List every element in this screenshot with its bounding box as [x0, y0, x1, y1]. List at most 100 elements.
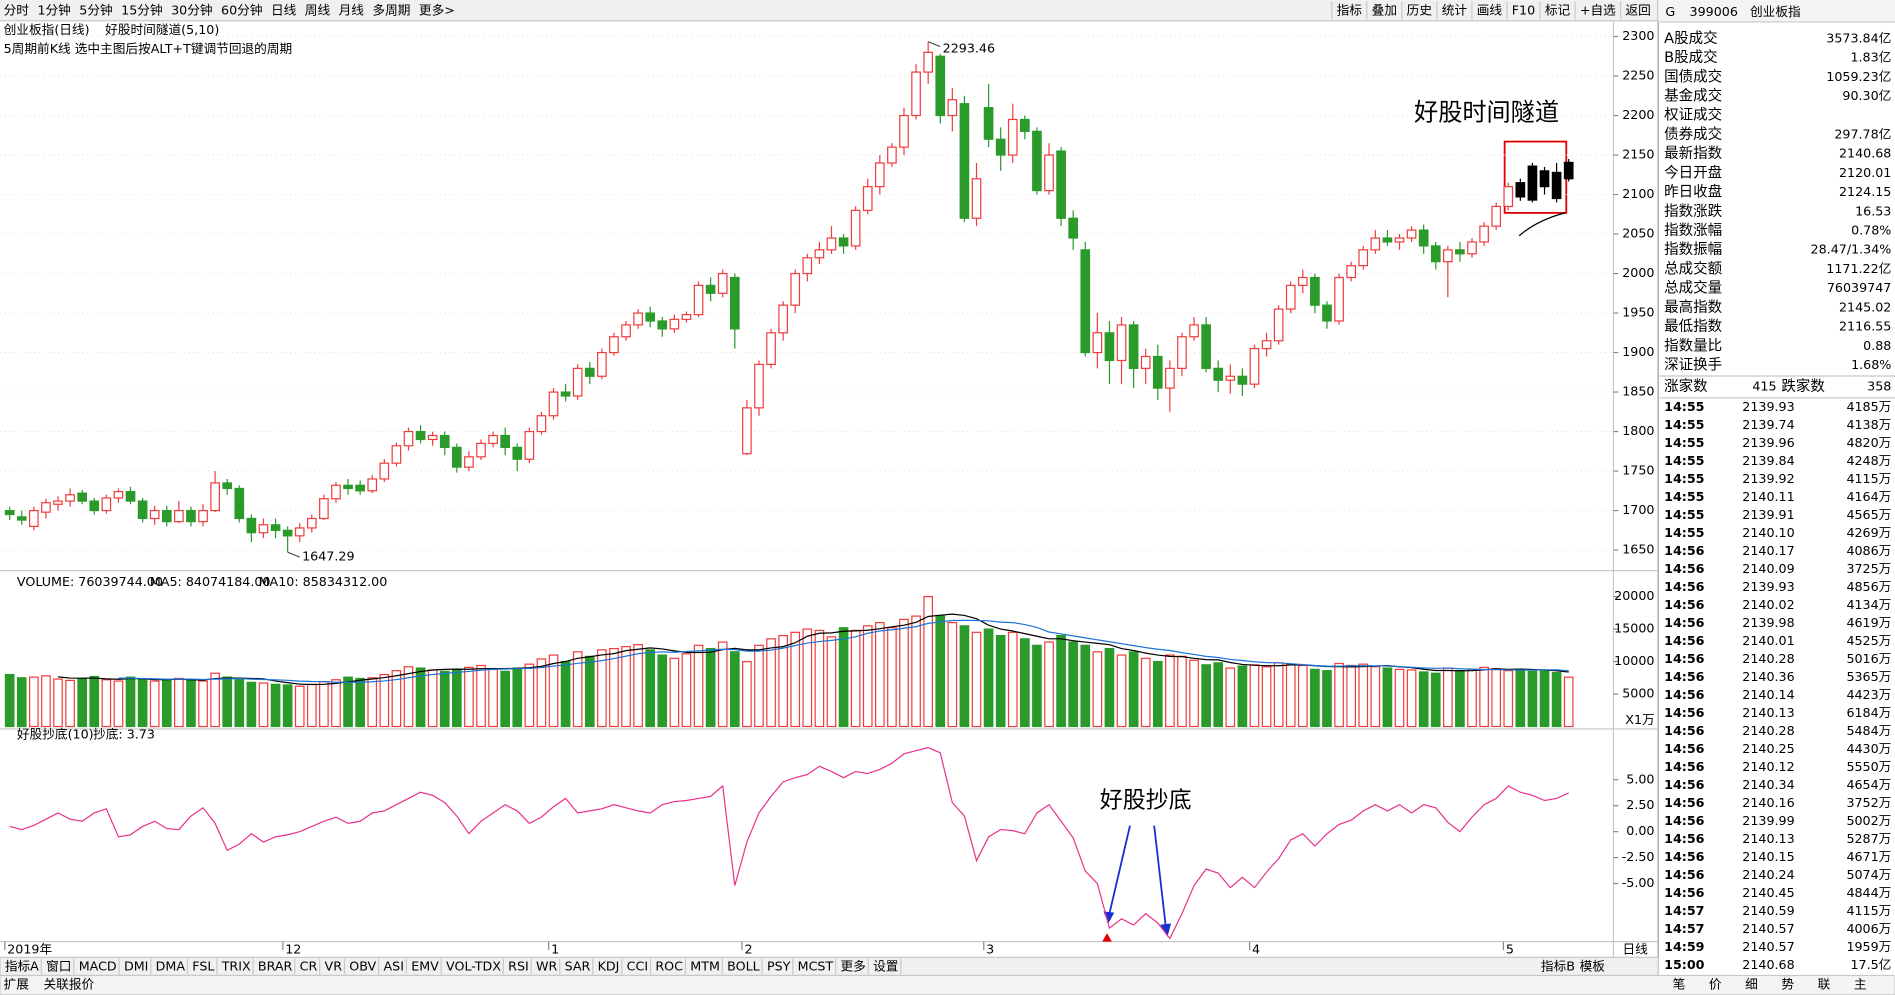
period-button[interactable]: 周线 [305, 3, 331, 18]
tick-time: 14:56 [1664, 867, 1705, 882]
period-button[interactable]: 5分钟 [79, 3, 112, 18]
volume-bar [1334, 662, 1344, 728]
candle-body [572, 367, 583, 397]
status-item[interactable]: 扩展 [4, 977, 30, 992]
indicator-tab[interactable]: SAR [565, 959, 591, 974]
tick-price: 2139.84 [1742, 453, 1794, 468]
panel-tab[interactable]: 主 [1854, 977, 1867, 992]
tick-time: 14:56 [1664, 615, 1705, 630]
indicator-tab[interactable]: 设置 [873, 959, 898, 974]
indicator-tab[interactable]: PSY [767, 959, 791, 974]
period-button[interactable]: 分时 [4, 3, 30, 18]
period-button[interactable]: 60分钟 [221, 3, 262, 18]
period-button[interactable]: 更多> [419, 3, 455, 18]
indicator-tab[interactable]: MACD [79, 959, 117, 974]
indicator-tab[interactable]: BOLL [727, 959, 760, 974]
volume-bar [1225, 667, 1236, 728]
tool-button[interactable]: 标记 [1545, 3, 1571, 18]
indicator-tab[interactable]: BRAR [258, 959, 293, 974]
tick-time: 14:56 [1664, 651, 1705, 666]
volume-bar [1140, 657, 1151, 728]
tick-volume: 1959万 [1846, 939, 1891, 954]
candle-body [270, 524, 281, 531]
candle-body [451, 446, 462, 468]
indicator-tab[interactable]: EMV [411, 959, 439, 974]
panel-tab[interactable]: 联 [1818, 977, 1831, 992]
annotation: 好股时间隧道 [1414, 98, 1559, 126]
indicator-tab[interactable]: OBV [349, 959, 376, 974]
field-value: 2145.02 [1839, 299, 1891, 314]
panel-tab[interactable]: 势 [1781, 977, 1794, 992]
indicator-tab[interactable]: 更多 [840, 959, 865, 974]
tick-volume: 4654万 [1846, 777, 1891, 792]
indicator-tab[interactable]: ASI [383, 959, 403, 974]
field-value: 76039747 [1827, 280, 1892, 295]
volume-bar [729, 651, 740, 728]
tick-time: 14:55 [1664, 507, 1704, 522]
tick-time: 14:55 [1664, 453, 1704, 468]
indicator-tab[interactable]: TRIX [221, 959, 251, 974]
volume-bar [391, 670, 402, 728]
annotation: 好股抄底 [1100, 787, 1192, 813]
indicator-tab[interactable]: ROC [655, 959, 683, 974]
tool-button[interactable]: 历史 [1407, 3, 1433, 18]
y-tick-label: 1900 [1622, 344, 1654, 359]
field-label: 指数涨跌 [1664, 203, 1722, 220]
volume-bar [1032, 644, 1042, 728]
candle-body [874, 162, 885, 188]
indicator-tab[interactable]: VR [325, 959, 343, 974]
tool-button[interactable]: +自选 [1580, 3, 1616, 18]
status-item[interactable]: 关联报价 [44, 977, 95, 992]
indicator-tab[interactable]: CR [300, 959, 318, 974]
indicator-tab[interactable]: MCST [798, 959, 834, 974]
indicator-tab[interactable]: CCI [627, 959, 648, 974]
panel-tab[interactable]: 细 [1745, 977, 1758, 992]
volume-bar [645, 649, 656, 728]
tick-volume: 4565万 [1846, 507, 1891, 522]
panel-tab[interactable]: 笔 [1673, 977, 1686, 992]
tool-button[interactable]: F10 [1512, 3, 1535, 18]
y-tick-label: -5.00 [1622, 875, 1655, 890]
tab-button[interactable]: 指标B [1541, 959, 1575, 974]
indicator-tab[interactable]: 指标A [5, 959, 39, 974]
tick-price: 2139.91 [1742, 507, 1794, 522]
period-button[interactable]: 多周期 [372, 3, 410, 18]
indicator-tab[interactable]: FSL [192, 959, 214, 974]
indicator-tab[interactable]: KDJ [598, 959, 620, 974]
indicator-tab[interactable]: VOL-TDX [446, 959, 501, 974]
indicator-tab[interactable]: DMA [156, 959, 186, 974]
period-button[interactable]: 30分钟 [171, 3, 212, 18]
tool-button[interactable]: 统计 [1442, 3, 1468, 18]
candle-body [754, 363, 764, 409]
indicator-tab[interactable]: 窗口 [46, 959, 71, 974]
volume-bar [1467, 668, 1477, 728]
tool-button[interactable]: 指标 [1337, 3, 1363, 18]
period-button[interactable]: 日线 [271, 3, 297, 18]
tick-volume: 4671万 [1846, 849, 1891, 864]
tool-button[interactable]: 返回 [1626, 3, 1651, 18]
tool-button[interactable]: 画线 [1477, 3, 1503, 18]
indicator-tab[interactable]: MTM [690, 959, 720, 974]
period-button[interactable]: 15分钟 [121, 3, 162, 18]
candle-body [174, 509, 184, 523]
tick-time: 14:56 [1664, 831, 1705, 846]
period-button[interactable]: 1分钟 [37, 3, 70, 18]
tool-button[interactable]: 叠加 [1372, 3, 1397, 18]
volume-bar [1394, 668, 1405, 728]
indicator-tab[interactable]: RSI [508, 959, 529, 974]
indicator-tab[interactable]: WR [536, 959, 558, 974]
volume-bar [1104, 647, 1115, 728]
y-tick-label: 1850 [1622, 384, 1654, 399]
buy-signal [1102, 933, 1112, 942]
panel-tab[interactable]: 价 [1709, 977, 1722, 992]
candle-body [1261, 340, 1272, 350]
volume-bar [65, 679, 75, 728]
volume-bar [1056, 634, 1066, 728]
candle-body [1527, 165, 1538, 201]
period-button[interactable]: 月线 [339, 3, 365, 18]
y-tick-label: 10000 [1614, 653, 1654, 668]
indicator-tab[interactable]: DMI [124, 959, 148, 974]
tab-button[interactable]: 模板 [1580, 959, 1606, 974]
tick-time: 14:57 [1664, 921, 1704, 936]
